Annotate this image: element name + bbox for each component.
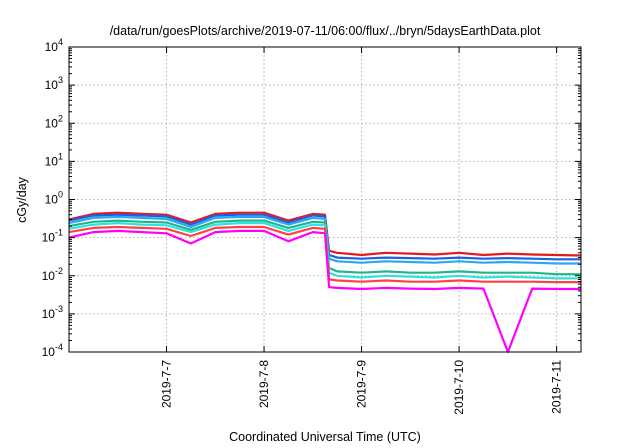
x-tick-label: 2019-7-9 — [355, 360, 369, 408]
series-line-7 — [68, 229, 581, 354]
y-tick-labels: 104 103 102 101 100 10-1 10-2 10-3 10-4 — [42, 37, 63, 359]
y-tick-label: 10-3 — [42, 304, 63, 321]
y-tick-label: 10-4 — [42, 342, 63, 359]
x-tick-label: 2019-7-7 — [160, 360, 174, 408]
y-tick-label: 10-2 — [42, 266, 63, 283]
x-tick-label: 2019-7-11 — [550, 360, 564, 414]
y-tick-label: 100 — [45, 190, 63, 207]
plot-clip-group — [68, 211, 582, 354]
x-axis-label: Coordinated Universal Time (UTC) — [229, 430, 421, 444]
y-tick-label: 101 — [45, 151, 63, 168]
x-tick-label: 2019-7-8 — [257, 360, 271, 408]
x-tick-labels: 2019-7-7 2019-7-8 2019-7-9 2019-7-10 2019-7-… — [160, 360, 564, 415]
y-axis-label: cGy/day — [15, 176, 29, 223]
grid-lines — [69, 47, 581, 352]
x-tick-label: 2019-7-10 — [452, 360, 466, 415]
y-tick-label: 102 — [45, 113, 63, 130]
y-tick-label: 104 — [45, 37, 63, 54]
y-tick-label: 103 — [45, 75, 63, 92]
chart-title: /data/run/goesPlots/archive/2019-07-11/0… — [110, 24, 541, 38]
y-tick-label: 10-1 — [42, 228, 63, 245]
tick-marks — [69, 46, 581, 353]
